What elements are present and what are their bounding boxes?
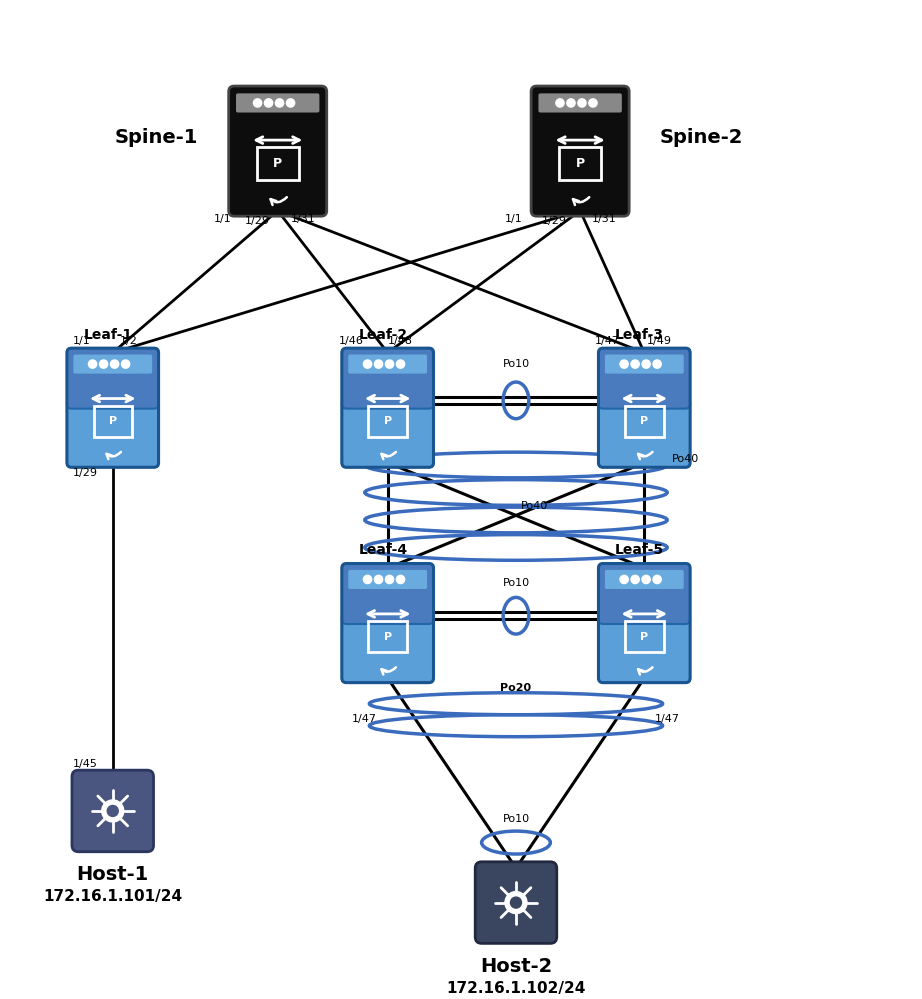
Circle shape <box>385 360 394 369</box>
Circle shape <box>556 99 564 107</box>
Text: 1/29: 1/29 <box>73 468 98 478</box>
Circle shape <box>653 360 661 369</box>
FancyBboxPatch shape <box>598 563 690 624</box>
Text: P: P <box>384 631 392 641</box>
Text: P: P <box>640 631 648 641</box>
Circle shape <box>100 360 108 369</box>
FancyBboxPatch shape <box>72 770 154 852</box>
Text: 1/45: 1/45 <box>73 759 98 769</box>
FancyBboxPatch shape <box>74 355 152 374</box>
Circle shape <box>107 805 118 816</box>
Circle shape <box>396 360 405 369</box>
Text: 1/48: 1/48 <box>388 336 413 346</box>
Circle shape <box>620 575 628 583</box>
FancyBboxPatch shape <box>342 613 433 682</box>
Text: 1/1: 1/1 <box>73 336 90 346</box>
Text: Leaf-2: Leaf-2 <box>359 328 408 342</box>
Circle shape <box>631 360 639 369</box>
FancyBboxPatch shape <box>349 569 427 589</box>
Circle shape <box>620 360 628 369</box>
FancyBboxPatch shape <box>342 398 433 468</box>
Text: Po20: Po20 <box>501 682 532 692</box>
FancyBboxPatch shape <box>598 348 690 409</box>
Text: Spine-2: Spine-2 <box>660 128 743 147</box>
Circle shape <box>276 99 284 107</box>
FancyBboxPatch shape <box>67 398 159 468</box>
Text: 1/2: 1/2 <box>120 336 138 346</box>
FancyBboxPatch shape <box>605 355 684 374</box>
Circle shape <box>578 99 586 107</box>
Circle shape <box>631 575 639 583</box>
FancyBboxPatch shape <box>475 862 557 943</box>
Text: P: P <box>273 158 282 171</box>
Text: Host-1: Host-1 <box>77 865 148 884</box>
Text: Host-2: Host-2 <box>479 957 552 976</box>
Circle shape <box>589 99 597 107</box>
Text: Po10: Po10 <box>502 578 529 588</box>
Circle shape <box>374 575 383 583</box>
Text: 172.16.1.101/24: 172.16.1.101/24 <box>43 889 183 904</box>
Circle shape <box>374 360 383 369</box>
FancyBboxPatch shape <box>67 348 159 409</box>
Text: Leaf-3: Leaf-3 <box>615 328 664 342</box>
FancyBboxPatch shape <box>236 93 319 113</box>
FancyBboxPatch shape <box>349 355 427 374</box>
Circle shape <box>363 575 372 583</box>
Circle shape <box>642 360 650 369</box>
Circle shape <box>122 360 130 369</box>
Circle shape <box>511 897 522 908</box>
FancyBboxPatch shape <box>598 613 690 682</box>
Circle shape <box>254 99 262 107</box>
Circle shape <box>111 360 119 369</box>
Text: Po40: Po40 <box>672 454 699 464</box>
Text: Leaf-4: Leaf-4 <box>359 543 408 557</box>
Circle shape <box>89 360 97 369</box>
Text: 1/49: 1/49 <box>646 336 671 346</box>
Circle shape <box>505 891 527 914</box>
Text: Po10: Po10 <box>502 360 529 370</box>
Text: 1/47: 1/47 <box>352 714 377 724</box>
Text: P: P <box>384 417 392 427</box>
Text: 1/1: 1/1 <box>214 214 231 224</box>
FancyBboxPatch shape <box>229 86 326 216</box>
Text: 1/29: 1/29 <box>245 216 270 226</box>
FancyBboxPatch shape <box>538 93 621 113</box>
Text: 1/47: 1/47 <box>595 336 621 346</box>
FancyBboxPatch shape <box>598 398 690 468</box>
Circle shape <box>287 99 295 107</box>
Text: P: P <box>575 158 585 171</box>
Text: 1/29: 1/29 <box>542 216 567 226</box>
Circle shape <box>642 575 650 583</box>
Text: P: P <box>640 417 648 427</box>
Text: Po40: Po40 <box>521 501 548 511</box>
Text: 1/31: 1/31 <box>291 214 315 224</box>
Text: Spine-1: Spine-1 <box>114 128 198 147</box>
Text: 172.16.1.102/24: 172.16.1.102/24 <box>446 981 585 996</box>
FancyBboxPatch shape <box>531 86 629 216</box>
Text: P: P <box>109 417 117 427</box>
Circle shape <box>385 575 394 583</box>
Circle shape <box>101 800 124 822</box>
Circle shape <box>653 575 661 583</box>
Text: Po10: Po10 <box>502 814 529 824</box>
Text: 1/1: 1/1 <box>505 214 523 224</box>
Circle shape <box>567 99 575 107</box>
FancyBboxPatch shape <box>342 563 433 624</box>
Circle shape <box>363 360 372 369</box>
Circle shape <box>265 99 273 107</box>
Text: Leaf-5: Leaf-5 <box>615 543 664 557</box>
Text: 1/31: 1/31 <box>592 214 616 224</box>
Text: Leaf-1: Leaf-1 <box>84 328 133 342</box>
Circle shape <box>396 575 405 583</box>
FancyBboxPatch shape <box>342 348 433 409</box>
FancyBboxPatch shape <box>605 569 684 589</box>
Text: 1/47: 1/47 <box>655 714 680 724</box>
Text: 1/46: 1/46 <box>338 336 363 346</box>
